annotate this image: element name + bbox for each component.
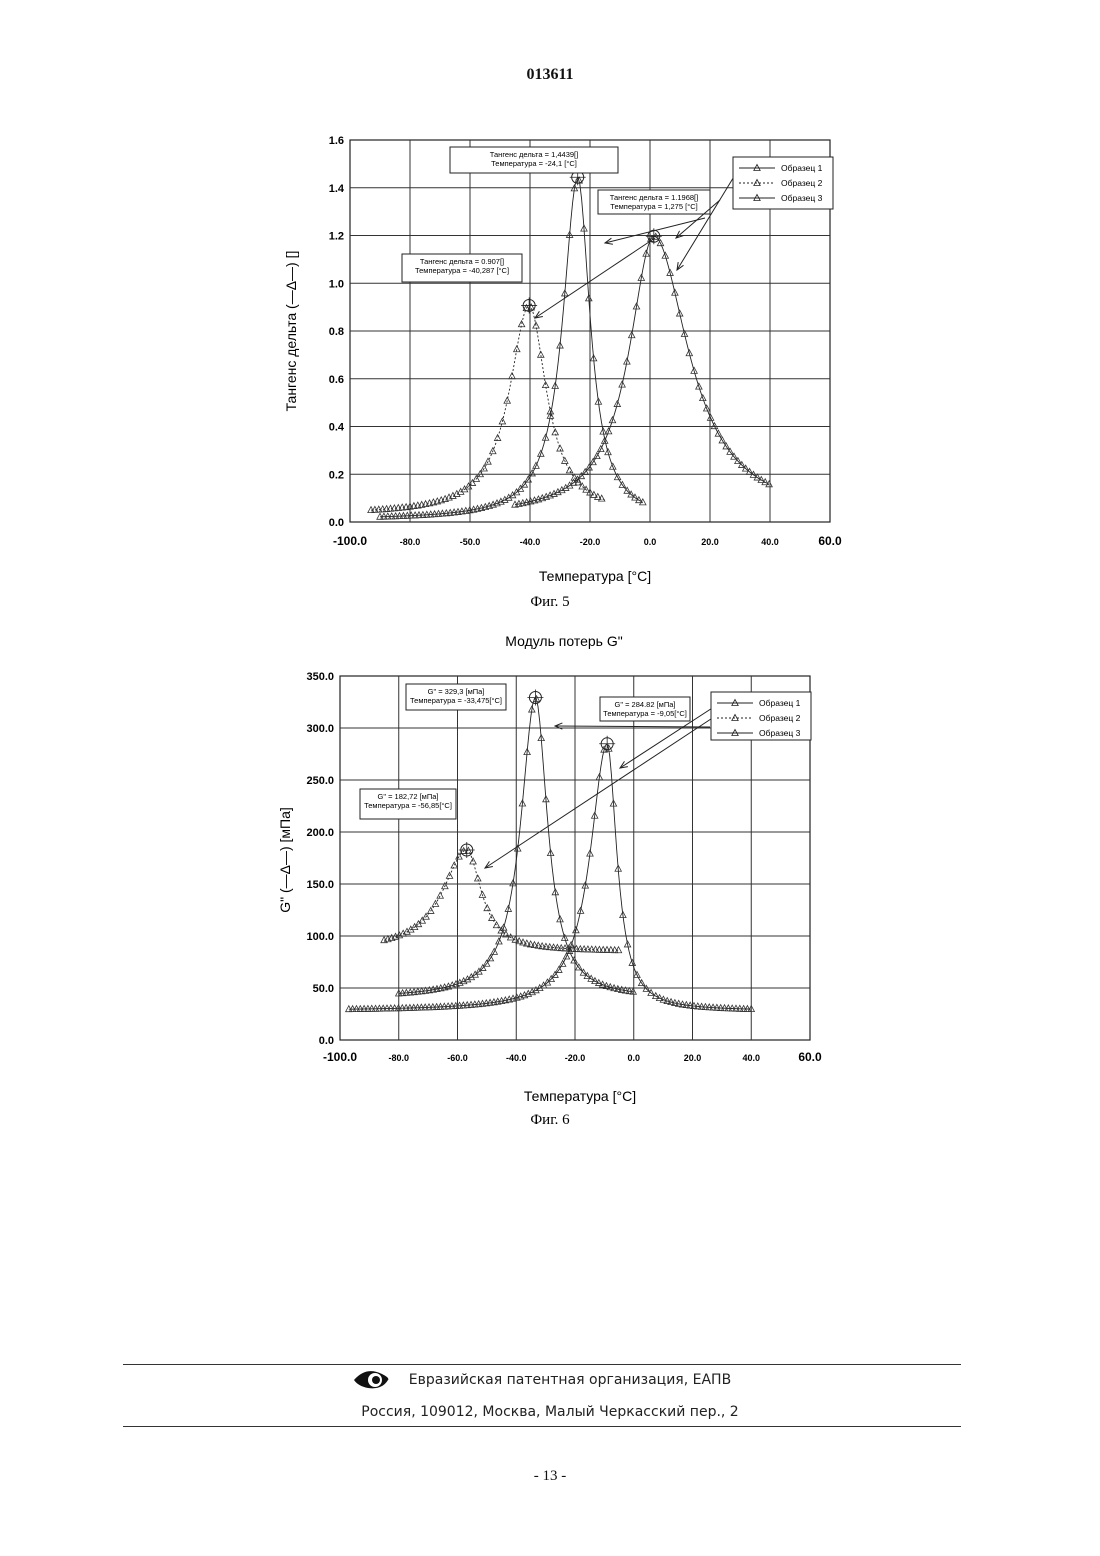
x-tick-label: 40.0: [761, 537, 779, 547]
annotation-box: G" = 329,3 [мПа]Температура = -33,475[°C…: [406, 684, 506, 710]
legend-label: Образец 3: [781, 193, 823, 203]
y-tick-label: 0.4: [329, 422, 345, 434]
x-tick-label: -20.0: [580, 537, 601, 547]
y-tick-label: 0.2: [329, 469, 344, 481]
x-axis-label: Температура [°C]: [524, 1088, 636, 1104]
legend-label: Образец 2: [759, 713, 801, 723]
legend-label: Образец 2: [781, 178, 823, 188]
y-tick-label: 200.0: [306, 827, 334, 839]
annotation-text: Тангенс дельта = 1.1968[]: [610, 193, 698, 202]
chart-legend: Образец 1 Образец 2 Образец 3: [711, 692, 811, 740]
x-tick-label: -80.0: [388, 1053, 409, 1063]
y-tick-label: 50.0: [313, 983, 334, 995]
annotation-box: Тангенс дельта = 0.907[]Температура = -4…: [402, 254, 522, 282]
y-tick-label: 350.0: [306, 671, 334, 683]
x-tick-label: -40.0: [506, 1053, 527, 1063]
annotation-text: Температура = -24,1 [°C]: [491, 159, 577, 168]
x-tick-label: -100.0: [323, 1050, 357, 1064]
document-number: 013611: [0, 66, 1100, 84]
footer-bottom-rule: [123, 1426, 961, 1427]
x-axis-label: Температура [°C]: [539, 568, 651, 584]
x-tick-label: 40.0: [742, 1053, 760, 1063]
x-tick-label: -50.0: [460, 537, 481, 547]
y-tick-label: 0.8: [329, 326, 344, 338]
annotation-text: Температура = -56,85[°C]: [364, 801, 452, 810]
x-tick-label: 0.0: [644, 537, 657, 547]
annotation-text: G" = 182,72 [мПа]: [378, 792, 439, 801]
annotation-box: Тангенс дельта = 1.1968[]Температура = 1…: [598, 190, 710, 214]
figure-caption: Фиг. 6: [530, 1112, 570, 1128]
chart-title: Модуль потерь G": [505, 633, 622, 649]
x-tick-label: 20.0: [684, 1053, 702, 1063]
y-tick-label: 1.2: [329, 231, 344, 243]
annotation-text: Тангенс дельта = 0.907[]: [420, 257, 504, 266]
annotation-text: Температура = -9,05[°C]: [603, 709, 687, 718]
y-tick-label: 0.6: [329, 374, 344, 386]
figure-6-loss-modulus-chart: Модуль потерь G" -100.0 -80.0 -60.0 -40.0 -20…: [0, 620, 1100, 1140]
figure-5-tan-delta-chart: -100.0 -80.0 -50.0 -40.0 -20.0 0.0 20.0 40.0 60.…: [0, 120, 1100, 620]
x-tick-label: 20.0: [701, 537, 719, 547]
x-tick-label: 0.0: [627, 1053, 640, 1063]
x-tick-label: -100.0: [333, 534, 367, 548]
figure-caption: Фиг. 5: [530, 594, 569, 610]
footer-address: Россия, 109012, Москва, Малый Черкасский…: [0, 1404, 1100, 1420]
annotation-box: Тангенс дельта = 1,4439[]Температура = -…: [450, 147, 618, 173]
y-axis-label: Тангенс дельта (—Δ—) []: [283, 251, 299, 412]
annotation-text: Тангенс дельта = 1,4439[]: [490, 150, 578, 159]
annotation-text: Температура = 1,275 [°C]: [610, 202, 697, 211]
legend-label: Образец 3: [759, 728, 801, 738]
y-tick-label: 250.0: [306, 775, 334, 787]
footer-top-rule: [123, 1364, 961, 1365]
annotation-text: G" = 284.82 [мПа]: [615, 700, 676, 709]
page-number: - 13 -: [0, 1468, 1100, 1485]
y-tick-label: 300.0: [306, 723, 334, 735]
legend-label: Образец 1: [781, 163, 823, 173]
footer-org-name: Евразийская патентная организация, ЕАПВ: [0, 1372, 1100, 1388]
annotation-box: G" = 284.82 [мПа]Температура = -9,05[°C]: [600, 697, 690, 721]
annotation-text: Температура = -40,287 [°C]: [415, 266, 509, 275]
chart-legend: Образец 1 Образец 2 Образец 3: [733, 157, 833, 209]
y-tick-label: 1.0: [329, 278, 344, 290]
x-tick-label: -60.0: [447, 1053, 468, 1063]
annotation-text: G" = 329,3 [мПа]: [428, 687, 485, 696]
y-axis-label: G" (—Δ—) [мПа]: [277, 807, 293, 913]
annotation-box: G" = 182,72 [мПа]Температура = -56,85[°C…: [360, 789, 456, 819]
y-tick-label: 0.0: [329, 517, 344, 529]
y-tick-label: 0.0: [319, 1035, 334, 1047]
y-tick-label: 1.6: [329, 135, 344, 147]
x-tick-label: 60.0: [818, 534, 842, 548]
y-tick-label: 150.0: [306, 879, 334, 891]
x-tick-label: -40.0: [520, 537, 541, 547]
x-tick-label: -80.0: [400, 537, 421, 547]
annotation-text: Температура = -33,475[°C]: [410, 696, 502, 705]
x-tick-label: -20.0: [565, 1053, 586, 1063]
y-tick-label: 1.4: [329, 183, 345, 195]
legend-label: Образец 1: [759, 698, 801, 708]
x-tick-label: 60.0: [798, 1050, 822, 1064]
y-tick-label: 100.0: [306, 931, 334, 943]
